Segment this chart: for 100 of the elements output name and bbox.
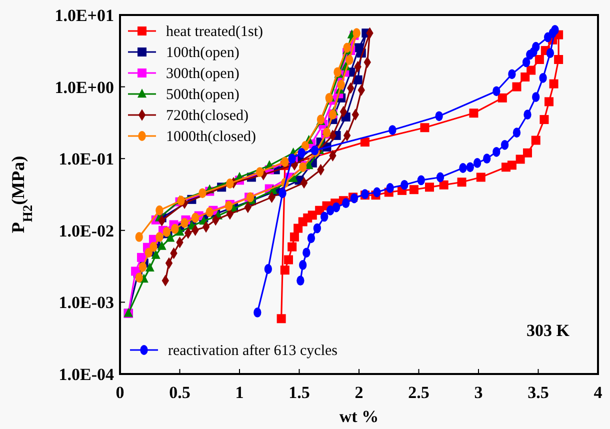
point <box>135 232 143 242</box>
point <box>436 172 444 182</box>
point <box>135 272 143 283</box>
point <box>301 141 310 151</box>
point <box>138 262 147 272</box>
point <box>332 202 340 212</box>
point <box>360 138 370 147</box>
point <box>420 123 430 132</box>
point <box>298 148 306 158</box>
point <box>469 108 478 118</box>
point <box>320 212 328 222</box>
point <box>337 80 345 90</box>
point <box>524 110 532 120</box>
legend-label: 720th(closed) <box>166 108 248 124</box>
x-tick-label: 1 <box>235 383 244 402</box>
point <box>281 156 289 167</box>
point <box>549 79 558 88</box>
legend-label: 500th(open) <box>166 87 240 103</box>
annotation: 303 K <box>526 321 570 340</box>
point <box>264 264 272 274</box>
legend-label: 100th(open) <box>166 45 240 61</box>
y-tick-label: 1.0E-01 <box>58 150 114 169</box>
point <box>457 178 466 187</box>
point <box>439 180 448 190</box>
point <box>150 242 158 252</box>
legend-label: 1000th(closed) <box>166 129 256 145</box>
point <box>522 57 530 68</box>
point <box>539 72 547 83</box>
point <box>544 32 552 42</box>
point <box>343 42 351 53</box>
point <box>313 223 321 234</box>
point <box>302 248 310 258</box>
point <box>409 185 418 194</box>
point <box>156 205 164 216</box>
point <box>276 314 286 324</box>
y-tick-label: 1.0E-02 <box>58 221 114 240</box>
point <box>307 233 316 244</box>
y-tick-label: 1.0E-03 <box>58 293 114 312</box>
point <box>198 188 206 198</box>
legend-label: reactivation after 613 cycles <box>168 343 338 359</box>
point <box>156 232 164 242</box>
point <box>544 97 554 106</box>
legend-label: 300th(open) <box>166 66 240 82</box>
point <box>459 163 467 173</box>
point <box>206 207 214 218</box>
point <box>507 160 516 170</box>
point <box>417 175 425 186</box>
point <box>540 115 549 124</box>
point <box>352 28 360 38</box>
point <box>171 224 179 234</box>
x-tick-label: 2.5 <box>408 383 430 402</box>
x-tick-label: 0 <box>116 383 124 402</box>
point <box>254 307 262 318</box>
y-tick-label: 1.0E+01 <box>54 6 114 25</box>
x-tick-label: 3.5 <box>528 383 549 402</box>
point <box>520 72 530 82</box>
x-axis-title: wt % <box>339 407 379 426</box>
point <box>284 255 293 264</box>
point <box>180 218 188 228</box>
point <box>346 54 354 65</box>
point <box>280 266 290 275</box>
x-tick-label: 0.5 <box>169 383 190 402</box>
point <box>546 48 554 58</box>
point <box>288 242 297 252</box>
point <box>476 172 486 182</box>
point <box>483 154 491 164</box>
point <box>425 182 434 192</box>
point <box>296 276 304 286</box>
point <box>466 162 474 172</box>
point <box>299 260 307 270</box>
point <box>554 55 564 64</box>
point <box>226 178 234 188</box>
point <box>473 158 482 168</box>
point <box>512 82 522 92</box>
point <box>498 93 507 102</box>
x-tick-label: 3 <box>474 383 483 402</box>
point <box>492 86 500 96</box>
point <box>532 92 540 102</box>
point <box>508 69 516 80</box>
point <box>151 250 160 259</box>
point <box>290 232 299 242</box>
y-tick-label: 1.0E+00 <box>54 78 114 97</box>
point <box>342 198 350 208</box>
point <box>166 232 175 242</box>
point <box>278 188 286 198</box>
point <box>388 125 396 135</box>
point <box>534 55 544 64</box>
point <box>516 154 525 164</box>
point <box>373 187 381 198</box>
point <box>400 180 408 190</box>
y-tick-label: 1.0E-04 <box>58 365 114 384</box>
point <box>531 136 540 145</box>
point <box>435 111 443 122</box>
x-tick-label: 2 <box>354 383 364 402</box>
point <box>157 240 166 250</box>
point <box>294 224 303 233</box>
point <box>191 212 200 223</box>
x-tick-label: 4 <box>594 383 603 402</box>
point <box>256 167 264 177</box>
point <box>386 183 394 193</box>
